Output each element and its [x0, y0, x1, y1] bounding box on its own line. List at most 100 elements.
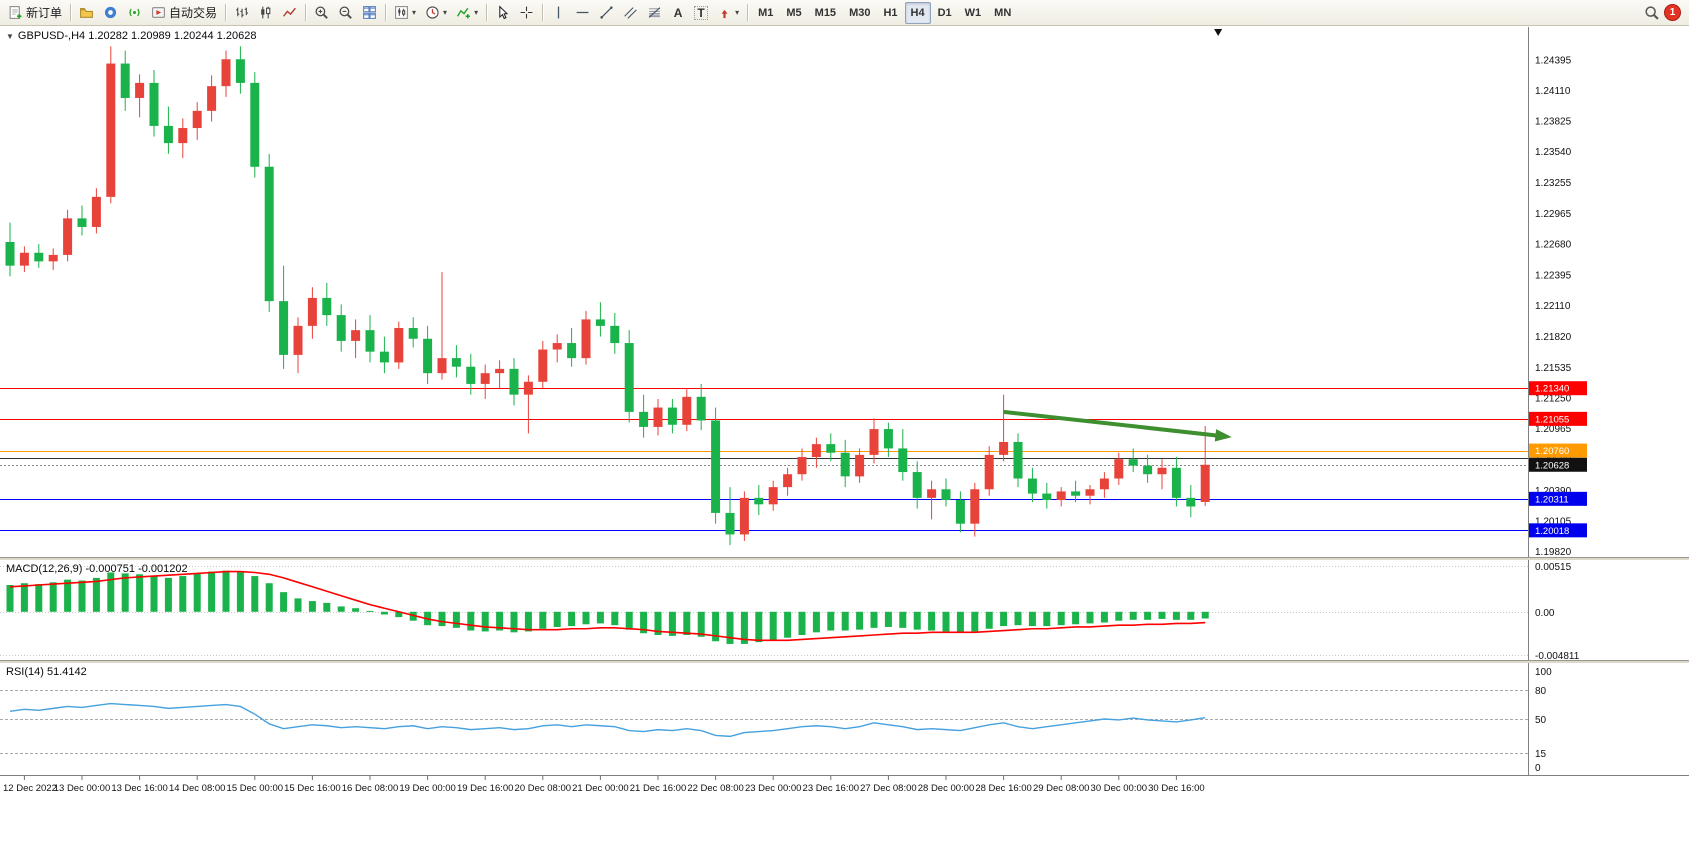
svg-text:50: 50 — [1535, 715, 1547, 726]
svg-text:19 Dec 16:00: 19 Dec 16:00 — [457, 783, 514, 794]
timeframe-m15-button[interactable]: M15 — [809, 2, 842, 24]
periods-dropdown[interactable]: ▾ — [421, 2, 451, 24]
metaeditor-button[interactable] — [75, 2, 98, 24]
tile-windows-button[interactable] — [358, 2, 381, 24]
svg-text:1.20628: 1.20628 — [1535, 460, 1569, 471]
svg-text:1.21055: 1.21055 — [1535, 414, 1569, 425]
svg-text:1.20390: 1.20390 — [1535, 486, 1572, 497]
zoom-out-button[interactable] — [334, 2, 357, 24]
text-button[interactable]: A — [667, 2, 689, 24]
svg-text:20 Dec 08:00: 20 Dec 08:00 — [515, 783, 572, 794]
text-label-icon: T — [694, 5, 708, 20]
notification-badge[interactable]: 1 — [1664, 4, 1681, 21]
new-order-button[interactable]: 新订单 — [4, 2, 66, 24]
svg-text:1.21250: 1.21250 — [1535, 393, 1572, 404]
rsi-panel[interactable]: 100 80 50 15 0 RSI(14) 51.4142 — [0, 663, 1689, 775]
time-axis[interactable]: 12 Dec 2022 13 Dec 00:00 13 Dec 16:00 14 De… — [0, 775, 1689, 798]
svg-text:1.22680: 1.22680 — [1535, 240, 1572, 251]
new-chart-dropdown[interactable]: ▾ — [390, 2, 420, 24]
svg-text:23 Dec 00:00: 23 Dec 00:00 — [745, 783, 802, 794]
text-icon: A — [673, 5, 683, 20]
autotrading-label: 自动交易 — [169, 6, 218, 20]
toolbar-separator — [486, 4, 488, 21]
svg-text:100: 100 — [1535, 667, 1552, 678]
rsi-label: RSI(14) 51.4142 — [6, 666, 87, 678]
svg-text:1.24110: 1.24110 — [1535, 86, 1571, 97]
rsi-canvas[interactable]: 100 80 50 15 0 — [0, 663, 1689, 775]
search-button[interactable] — [1640, 2, 1663, 24]
vertical-line-button[interactable] — [547, 2, 570, 24]
svg-text:12 Dec 2022: 12 Dec 2022 — [3, 783, 57, 794]
horizontal-line-button[interactable] — [571, 2, 594, 24]
svg-text:23 Dec 16:00: 23 Dec 16:00 — [803, 783, 860, 794]
candlestick-chart-button[interactable] — [254, 2, 277, 24]
toolbar-separator — [70, 4, 72, 21]
svg-text:1.20311: 1.20311 — [1535, 494, 1569, 505]
svg-text:1.19820: 1.19820 — [1535, 547, 1572, 557]
timeframe-h1-button[interactable]: H1 — [877, 2, 903, 24]
signals-icon — [129, 8, 140, 17]
arrows-icon — [721, 9, 728, 19]
macd-histogram — [6, 570, 1209, 644]
bar-chart-icon — [236, 7, 248, 18]
arrows-dropdown[interactable]: ▾ — [713, 2, 743, 24]
indicators-dropdown[interactable]: ▾ — [452, 2, 482, 24]
svg-text:0: 0 — [1535, 763, 1541, 774]
cursor-button[interactable] — [491, 2, 514, 24]
chart-window: 1.24395 1.24110 1.23825 1.23540 1.23255 1.229… — [0, 27, 1689, 863]
line-chart-button[interactable] — [278, 2, 301, 24]
candles — [5, 46, 1210, 546]
ohlc-panel-toggle-icon[interactable]: ▼ — [6, 31, 14, 41]
new-chart-icon — [395, 6, 408, 19]
timeframe-d1-button[interactable]: D1 — [932, 2, 958, 24]
text-label-button[interactable]: T — [690, 2, 712, 24]
chart-symbol-ohlc-label: GBPUSD-,H4 1.20282 1.20989 1.20244 1.206… — [17, 30, 257, 42]
rsi-line — [9, 702, 1206, 738]
svg-text:1.23825: 1.23825 — [1535, 117, 1572, 128]
fibonacci-icon — [648, 7, 661, 18]
bar-chart-button[interactable] — [230, 2, 253, 24]
community-button[interactable] — [99, 2, 122, 24]
svg-text:30 Dec 16:00: 30 Dec 16:00 — [1148, 783, 1205, 794]
svg-text:28 Dec 16:00: 28 Dec 16:00 — [975, 783, 1032, 794]
svg-text:1.22965: 1.22965 — [1535, 209, 1572, 220]
fibonacci-button[interactable] — [643, 2, 666, 24]
timeframe-m5-button[interactable]: M5 — [780, 2, 807, 24]
tile-windows-icon — [363, 6, 376, 19]
svg-text:1.23255: 1.23255 — [1535, 178, 1572, 189]
line-chart-icon — [283, 7, 296, 17]
signals-button[interactable] — [123, 2, 146, 24]
cursor-icon — [499, 5, 509, 20]
trendline-icon — [600, 6, 613, 19]
channel-button[interactable] — [619, 2, 642, 24]
timeframe-h4-button[interactable]: H4 — [904, 1, 931, 24]
svg-text:29 Dec 08:00: 29 Dec 08:00 — [1033, 783, 1090, 794]
svg-text:1.21535: 1.21535 — [1535, 363, 1572, 374]
main-toolbar: 新订单 自动交易 — [0, 0, 1689, 26]
timeframe-m30-button[interactable]: M30 — [843, 2, 876, 24]
macd-canvas[interactable]: 0.00515 0.00 -0.004811 — [0, 560, 1689, 662]
macd-label: MACD(12,26,9) -0.000751 -0.001202 — [6, 563, 188, 575]
panel-splitter[interactable] — [0, 557, 1689, 560]
svg-text:21 Dec 16:00: 21 Dec 16:00 — [630, 783, 687, 794]
macd-panel[interactable]: 0.00515 0.00 -0.004811 MACD(12,26,9) -0.00… — [0, 560, 1689, 662]
svg-text:0.00515: 0.00515 — [1535, 562, 1572, 573]
panel-splitter[interactable] — [0, 660, 1689, 663]
toolbar-separator — [305, 4, 307, 21]
toolbar-separator — [747, 4, 749, 21]
trendline-button[interactable] — [595, 2, 618, 24]
svg-text:13 Dec 16:00: 13 Dec 16:00 — [111, 783, 168, 794]
svg-text:16 Dec 08:00: 16 Dec 08:00 — [342, 783, 399, 794]
chart-header: ▼ GBPUSD-,H4 1.20282 1.20989 1.20244 1.2… — [6, 30, 256, 42]
timeframe-m1-button[interactable]: M1 — [752, 2, 779, 24]
crosshair-button[interactable] — [515, 2, 538, 24]
timeframe-w1-button[interactable]: W1 — [959, 2, 988, 24]
zoom-in-button[interactable] — [310, 2, 333, 24]
price-chart-panel[interactable]: 1.24395 1.24110 1.23825 1.23540 1.23255 1.229… — [0, 27, 1689, 558]
timeframe-mn-button[interactable]: MN — [988, 2, 1017, 24]
autotrading-button[interactable]: 自动交易 — [147, 2, 221, 24]
price-chart-canvas[interactable]: 1.24395 1.24110 1.23825 1.23540 1.23255 1.229… — [0, 27, 1689, 558]
autotrading-icon — [152, 7, 165, 18]
svg-text:28 Dec 00:00: 28 Dec 00:00 — [918, 783, 975, 794]
